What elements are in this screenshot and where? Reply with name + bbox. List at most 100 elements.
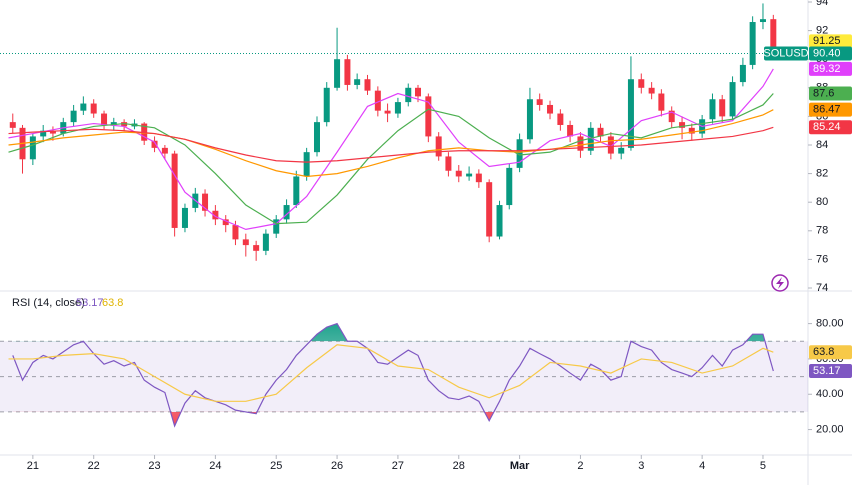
ma-tag: 87.6 xyxy=(813,87,834,99)
candle-body xyxy=(405,87,412,103)
rsi-ma-value: 63.8 xyxy=(102,297,123,309)
ma-tag-box xyxy=(809,86,852,101)
candle-body xyxy=(455,170,462,177)
candle-body xyxy=(273,219,280,234)
candle-body xyxy=(354,79,361,85)
candle-body xyxy=(435,136,442,157)
y-tick-label: 82 xyxy=(816,168,828,180)
candle-body xyxy=(374,90,381,111)
candle-body xyxy=(587,127,594,151)
candle-body xyxy=(577,136,584,151)
x-tick-label: 5 xyxy=(760,460,766,472)
candle-body xyxy=(40,130,47,137)
candle-body xyxy=(90,103,97,114)
candle-body xyxy=(648,87,655,94)
candle-body xyxy=(364,79,371,91)
candle-body xyxy=(679,122,686,128)
ma-tag: 89.32 xyxy=(813,63,841,75)
candle-body xyxy=(668,110,675,123)
candle-body xyxy=(445,156,452,171)
price-tag: 91.25 xyxy=(813,35,841,47)
x-tick-label: 22 xyxy=(88,460,100,472)
candle-body xyxy=(475,173,482,183)
candle-body xyxy=(344,59,351,85)
y-tick-label: 40.00 xyxy=(816,388,844,400)
symbol-tag: SOLUSD xyxy=(763,47,808,59)
y-tick-label: 74 xyxy=(816,282,828,294)
candle-body xyxy=(80,103,87,111)
lightning-icon[interactable] xyxy=(771,274,789,292)
candle-body xyxy=(202,193,209,211)
candle-body xyxy=(181,207,188,228)
price-pane xyxy=(0,3,808,261)
candle-body xyxy=(506,167,513,206)
candle-body xyxy=(627,79,634,148)
candle-body xyxy=(49,130,56,134)
last-price-tag: 90.40 xyxy=(813,47,841,59)
ma-tag-box xyxy=(809,102,852,117)
y-tick-label: 80.00 xyxy=(816,318,844,330)
x-tick-label: 3 xyxy=(638,460,644,472)
rsi-value: 53.17 xyxy=(76,297,104,309)
candle-body xyxy=(151,140,158,148)
candle-body xyxy=(9,122,16,128)
y-tick-label: 78 xyxy=(816,225,828,237)
candle-body xyxy=(770,19,777,54)
candle-body xyxy=(709,99,716,120)
candle-body xyxy=(567,124,574,137)
candle-body xyxy=(212,210,219,220)
candle-body xyxy=(466,173,473,177)
x-tick-label: 23 xyxy=(148,460,160,472)
ma-tag: 85.24 xyxy=(813,121,841,133)
rsi-tag: 63.8 xyxy=(813,346,834,358)
candle-body xyxy=(516,139,523,168)
candle-body xyxy=(171,153,178,228)
y-tick-label: 94 xyxy=(816,0,828,8)
rsi-tag-box xyxy=(809,363,852,378)
candle-body xyxy=(729,82,736,117)
candle-body xyxy=(486,182,493,237)
candle-body xyxy=(313,122,320,153)
y-tick-label: 92 xyxy=(816,25,828,37)
candle-body xyxy=(110,122,117,125)
x-tick-label: 4 xyxy=(699,460,705,472)
last-price-tag-box xyxy=(809,46,852,61)
candle-body xyxy=(101,113,108,125)
y-tick-label: 80 xyxy=(816,196,828,208)
candle-body xyxy=(414,87,421,97)
x-tick-label: 25 xyxy=(270,460,282,472)
candle-body xyxy=(121,122,128,127)
y-tick-label: 76 xyxy=(816,253,828,265)
moving-average xyxy=(8,109,774,178)
rsi-tag: 53.17 xyxy=(813,365,841,377)
candle-body xyxy=(536,99,543,105)
candle-body xyxy=(293,176,300,206)
candle-body xyxy=(638,79,645,88)
price-tag-box xyxy=(809,34,852,49)
candle-body xyxy=(394,102,401,114)
candle-body xyxy=(658,93,665,111)
candle-body xyxy=(607,136,614,154)
candle-body xyxy=(334,59,341,88)
candle-body xyxy=(749,22,756,65)
x-tick-label: 27 xyxy=(392,460,404,472)
x-tick-label: 2 xyxy=(577,460,583,472)
candle-body xyxy=(425,96,432,137)
candle-body xyxy=(262,233,269,251)
candle-body xyxy=(29,136,36,160)
rsi-tag-box xyxy=(809,345,852,360)
candle-body xyxy=(384,110,391,114)
ma-tag-box xyxy=(809,61,852,76)
candle-body xyxy=(161,147,168,154)
rsi-line xyxy=(12,322,774,428)
candle-body xyxy=(557,113,564,125)
x-tick-label: 24 xyxy=(209,460,221,472)
candle-body xyxy=(242,239,249,246)
rsi-pane xyxy=(0,322,808,428)
candle-body xyxy=(222,219,229,226)
moving-average xyxy=(8,126,774,163)
candle-body xyxy=(739,64,746,83)
moving-average xyxy=(8,93,774,225)
